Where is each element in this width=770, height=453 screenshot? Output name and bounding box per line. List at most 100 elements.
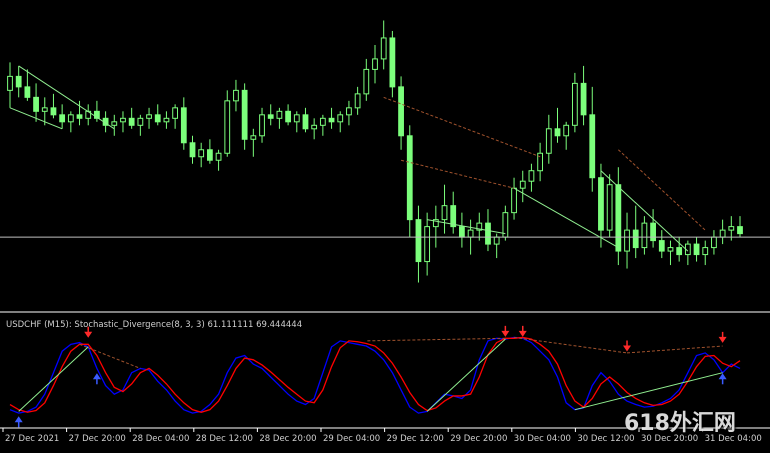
candle-bear (389, 37, 396, 88)
candle-bear (50, 107, 57, 116)
price-divergence-line (383, 96, 541, 158)
price-divergence-line (9, 107, 63, 130)
candle-bear (128, 117, 135, 126)
signal-arrows (14, 325, 727, 428)
candle-bull (337, 114, 344, 123)
candle-bull (571, 82, 578, 126)
candle-bull (424, 226, 431, 263)
watermark: 618外汇网 (624, 411, 736, 436)
candle-bear (328, 117, 335, 123)
price-divergence-line (427, 219, 506, 235)
time-label: 27 Dec 20:00 (69, 434, 126, 444)
candle-bear (737, 226, 743, 235)
candle-bear (406, 135, 413, 221)
candle-bear (650, 222, 656, 242)
candle-bull (233, 89, 239, 102)
time-label: 28 Dec 20:00 (259, 434, 316, 444)
candle-bear (189, 142, 196, 158)
time-axis: 27 Dec 2021 27 Dec 20:00 28 Dec 04:00 28 De… (2, 428, 762, 444)
time-label: 29 Dec 20:00 (450, 434, 507, 444)
candle-bull (259, 114, 265, 137)
candle-bear (693, 243, 700, 256)
candle-bull (7, 75, 13, 91)
candle-bear (76, 114, 83, 119)
candle-bear (24, 86, 31, 98)
arrow-down-icon (518, 330, 527, 337)
candle-bull (711, 236, 717, 249)
price-divergence-line (400, 159, 515, 189)
candle-bull (67, 114, 74, 123)
candle-bull (519, 180, 526, 189)
candle-bull (41, 107, 48, 112)
candle-bear (589, 114, 596, 179)
candle-bull (441, 205, 448, 221)
candle-bull (319, 117, 326, 126)
candle-bear (241, 89, 248, 140)
candle-bull (215, 152, 222, 161)
candle-bull (354, 93, 361, 109)
candle-bull (363, 68, 370, 95)
time-label: 28 Dec 12:00 (196, 434, 253, 444)
indicator-divergence-line (426, 338, 506, 412)
candle-bull (537, 152, 544, 172)
candle-bear (580, 82, 587, 116)
candle-bull (250, 135, 257, 140)
candle-bull (624, 229, 630, 252)
candle-bull (120, 117, 126, 123)
candle-bear (632, 229, 639, 249)
candle-bear (450, 205, 457, 228)
candle-bull (493, 236, 500, 245)
price-divergence-line (513, 187, 619, 249)
arrow-down-icon (84, 331, 93, 338)
candle-bear (398, 86, 404, 137)
candles-group (7, 20, 743, 283)
candle-bull (380, 37, 387, 60)
candle-bull (606, 184, 613, 231)
time-label: 29 Dec 04:00 (323, 434, 380, 444)
indicator-divergence-lines (18, 336, 723, 412)
candle-bull (224, 100, 231, 154)
candle-bull (476, 222, 483, 231)
arrow-up-icon (14, 416, 23, 423)
candle-bear (267, 114, 274, 119)
indicator-divergence-line (18, 346, 89, 412)
candle-bear (415, 219, 422, 263)
candle-bear (59, 114, 66, 123)
candle-bear (459, 226, 465, 238)
candle-bull (111, 121, 118, 126)
stoch-main-line (9, 336, 741, 414)
candle-bull (641, 222, 648, 249)
candle-bear (33, 96, 39, 112)
candle-bull (728, 226, 735, 231)
time-label: 30 Dec 20:00 (641, 434, 698, 444)
candle-bull (276, 110, 283, 119)
arrow-up-icon (92, 373, 101, 380)
indicator-divergence-line (366, 337, 506, 342)
stoch-signal-line (9, 336, 741, 413)
candle-bear (554, 128, 561, 137)
candle-bear (658, 240, 665, 252)
candle-bull (137, 117, 144, 126)
candle-bull (511, 187, 517, 214)
indicator-divergence-line (574, 372, 723, 411)
candle-bull (667, 247, 674, 252)
candle-bear (598, 177, 604, 231)
candle-bull (198, 149, 205, 158)
time-label: 29 Dec 12:00 (387, 434, 444, 444)
candle-bear (285, 110, 291, 123)
candle-bull (163, 117, 170, 123)
price-divergence-line (600, 170, 689, 252)
candle-bull (719, 229, 726, 238)
indicator-divergence-line (79, 343, 141, 369)
arrow-down-icon (718, 336, 727, 343)
arrow-up-icon (718, 373, 727, 380)
indicator-label: USDCHF (M15): Stochastic_Divergence(8, 3… (6, 320, 303, 330)
candle-bull (563, 124, 570, 137)
candle-bull (528, 170, 535, 182)
indicator-divergence-line (626, 345, 723, 354)
candle-bull (545, 128, 552, 154)
candle-bear (15, 75, 22, 88)
price-divergence-lines (9, 65, 706, 252)
